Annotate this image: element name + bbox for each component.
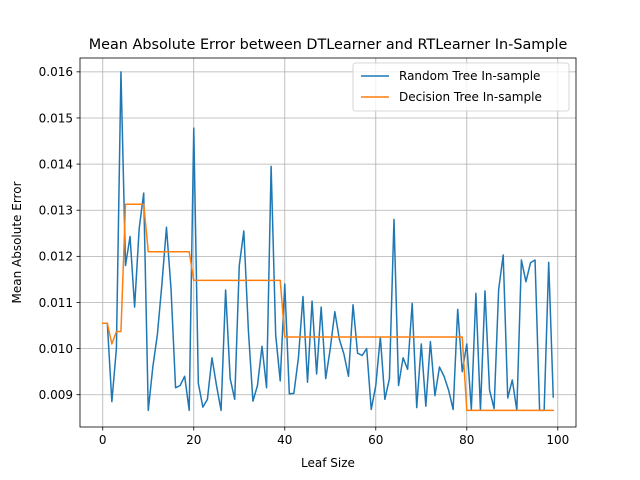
x-tick-label: 0 — [99, 433, 107, 447]
legend-label-decision-tree: Decision Tree In-sample — [399, 90, 542, 104]
x-tick-label: 20 — [186, 433, 201, 447]
plot-frame — [79, 57, 577, 428]
grid — [80, 58, 576, 427]
x-tick-label: 40 — [277, 433, 292, 447]
random-tree-series-line — [102, 71, 555, 412]
y-tick-label: 0.016 — [39, 65, 73, 79]
legend-box — [352, 62, 570, 112]
chart-title: Mean Absolute Error between DTLearner an… — [89, 37, 568, 53]
legend: Random Tree In-sample Decision Tree In-s… — [352, 62, 570, 112]
decision-tree-series-line — [102, 203, 554, 412]
x-tick-label: 80 — [459, 433, 474, 447]
x-axis-ticks: 0 20 40 60 80 100 — [99, 427, 569, 447]
y-tick-label: 0.011 — [39, 296, 73, 310]
x-tick-label: 100 — [546, 433, 569, 447]
x-tick-label: 60 — [368, 433, 383, 447]
y-tick-label: 0.009 — [39, 388, 73, 402]
y-tick-label: 0.014 — [39, 157, 73, 171]
y-tick-label: 0.015 — [39, 111, 73, 125]
y-axis-ticks: 0.009 0.010 0.011 0.012 0.013 0.014 0.015 0.016 — [39, 65, 80, 402]
series-lines — [102, 71, 555, 412]
legend-label-random-tree: Random Tree In-sample — [399, 69, 540, 83]
y-axis-label: Mean Absolute Error — [10, 181, 24, 303]
y-tick-label: 0.012 — [39, 250, 73, 264]
x-axis-label: Leaf Size — [301, 456, 355, 470]
y-tick-label: 0.013 — [39, 204, 73, 218]
y-tick-label: 0.010 — [39, 342, 73, 356]
